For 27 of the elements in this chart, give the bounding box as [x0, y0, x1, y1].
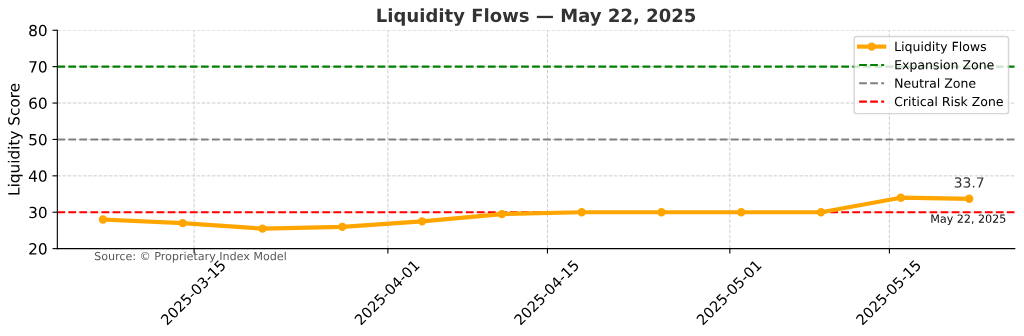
- y-tick-label: 70: [29, 61, 47, 73]
- y-axis-title: Liquidity Score: [7, 83, 23, 195]
- point: [657, 208, 666, 217]
- legend-label: Critical Risk Zone: [894, 96, 1003, 107]
- point: [338, 222, 347, 231]
- y-tick-label: 60: [29, 97, 47, 110]
- point: [258, 224, 267, 233]
- point: [896, 193, 905, 202]
- point: [737, 208, 746, 217]
- point: [497, 209, 507, 219]
- legend-label: Liquidity Flows: [895, 41, 987, 54]
- point: [98, 215, 108, 224]
- point: [577, 208, 586, 217]
- chart-title: Liquidity Flows — May 22, 2025: [377, 8, 696, 26]
- y-tick-label: 40: [28, 170, 47, 182]
- point: [417, 217, 427, 226]
- legend-label: Neutral Zone: [895, 78, 976, 88]
- y-tick-label: 30: [29, 206, 47, 219]
- ref-line-label: Expansion Zone: [895, 59, 994, 72]
- annotation: May 22, 2025: [931, 214, 1006, 225]
- point: [816, 208, 826, 217]
- y-tick-label: 80: [29, 24, 47, 37]
- y-tick-label: 50: [29, 133, 47, 146]
- point: [965, 194, 974, 203]
- y-tick-label: 20: [29, 243, 47, 255]
- point: [178, 218, 187, 228]
- annotation: 33.7: [954, 177, 984, 188]
